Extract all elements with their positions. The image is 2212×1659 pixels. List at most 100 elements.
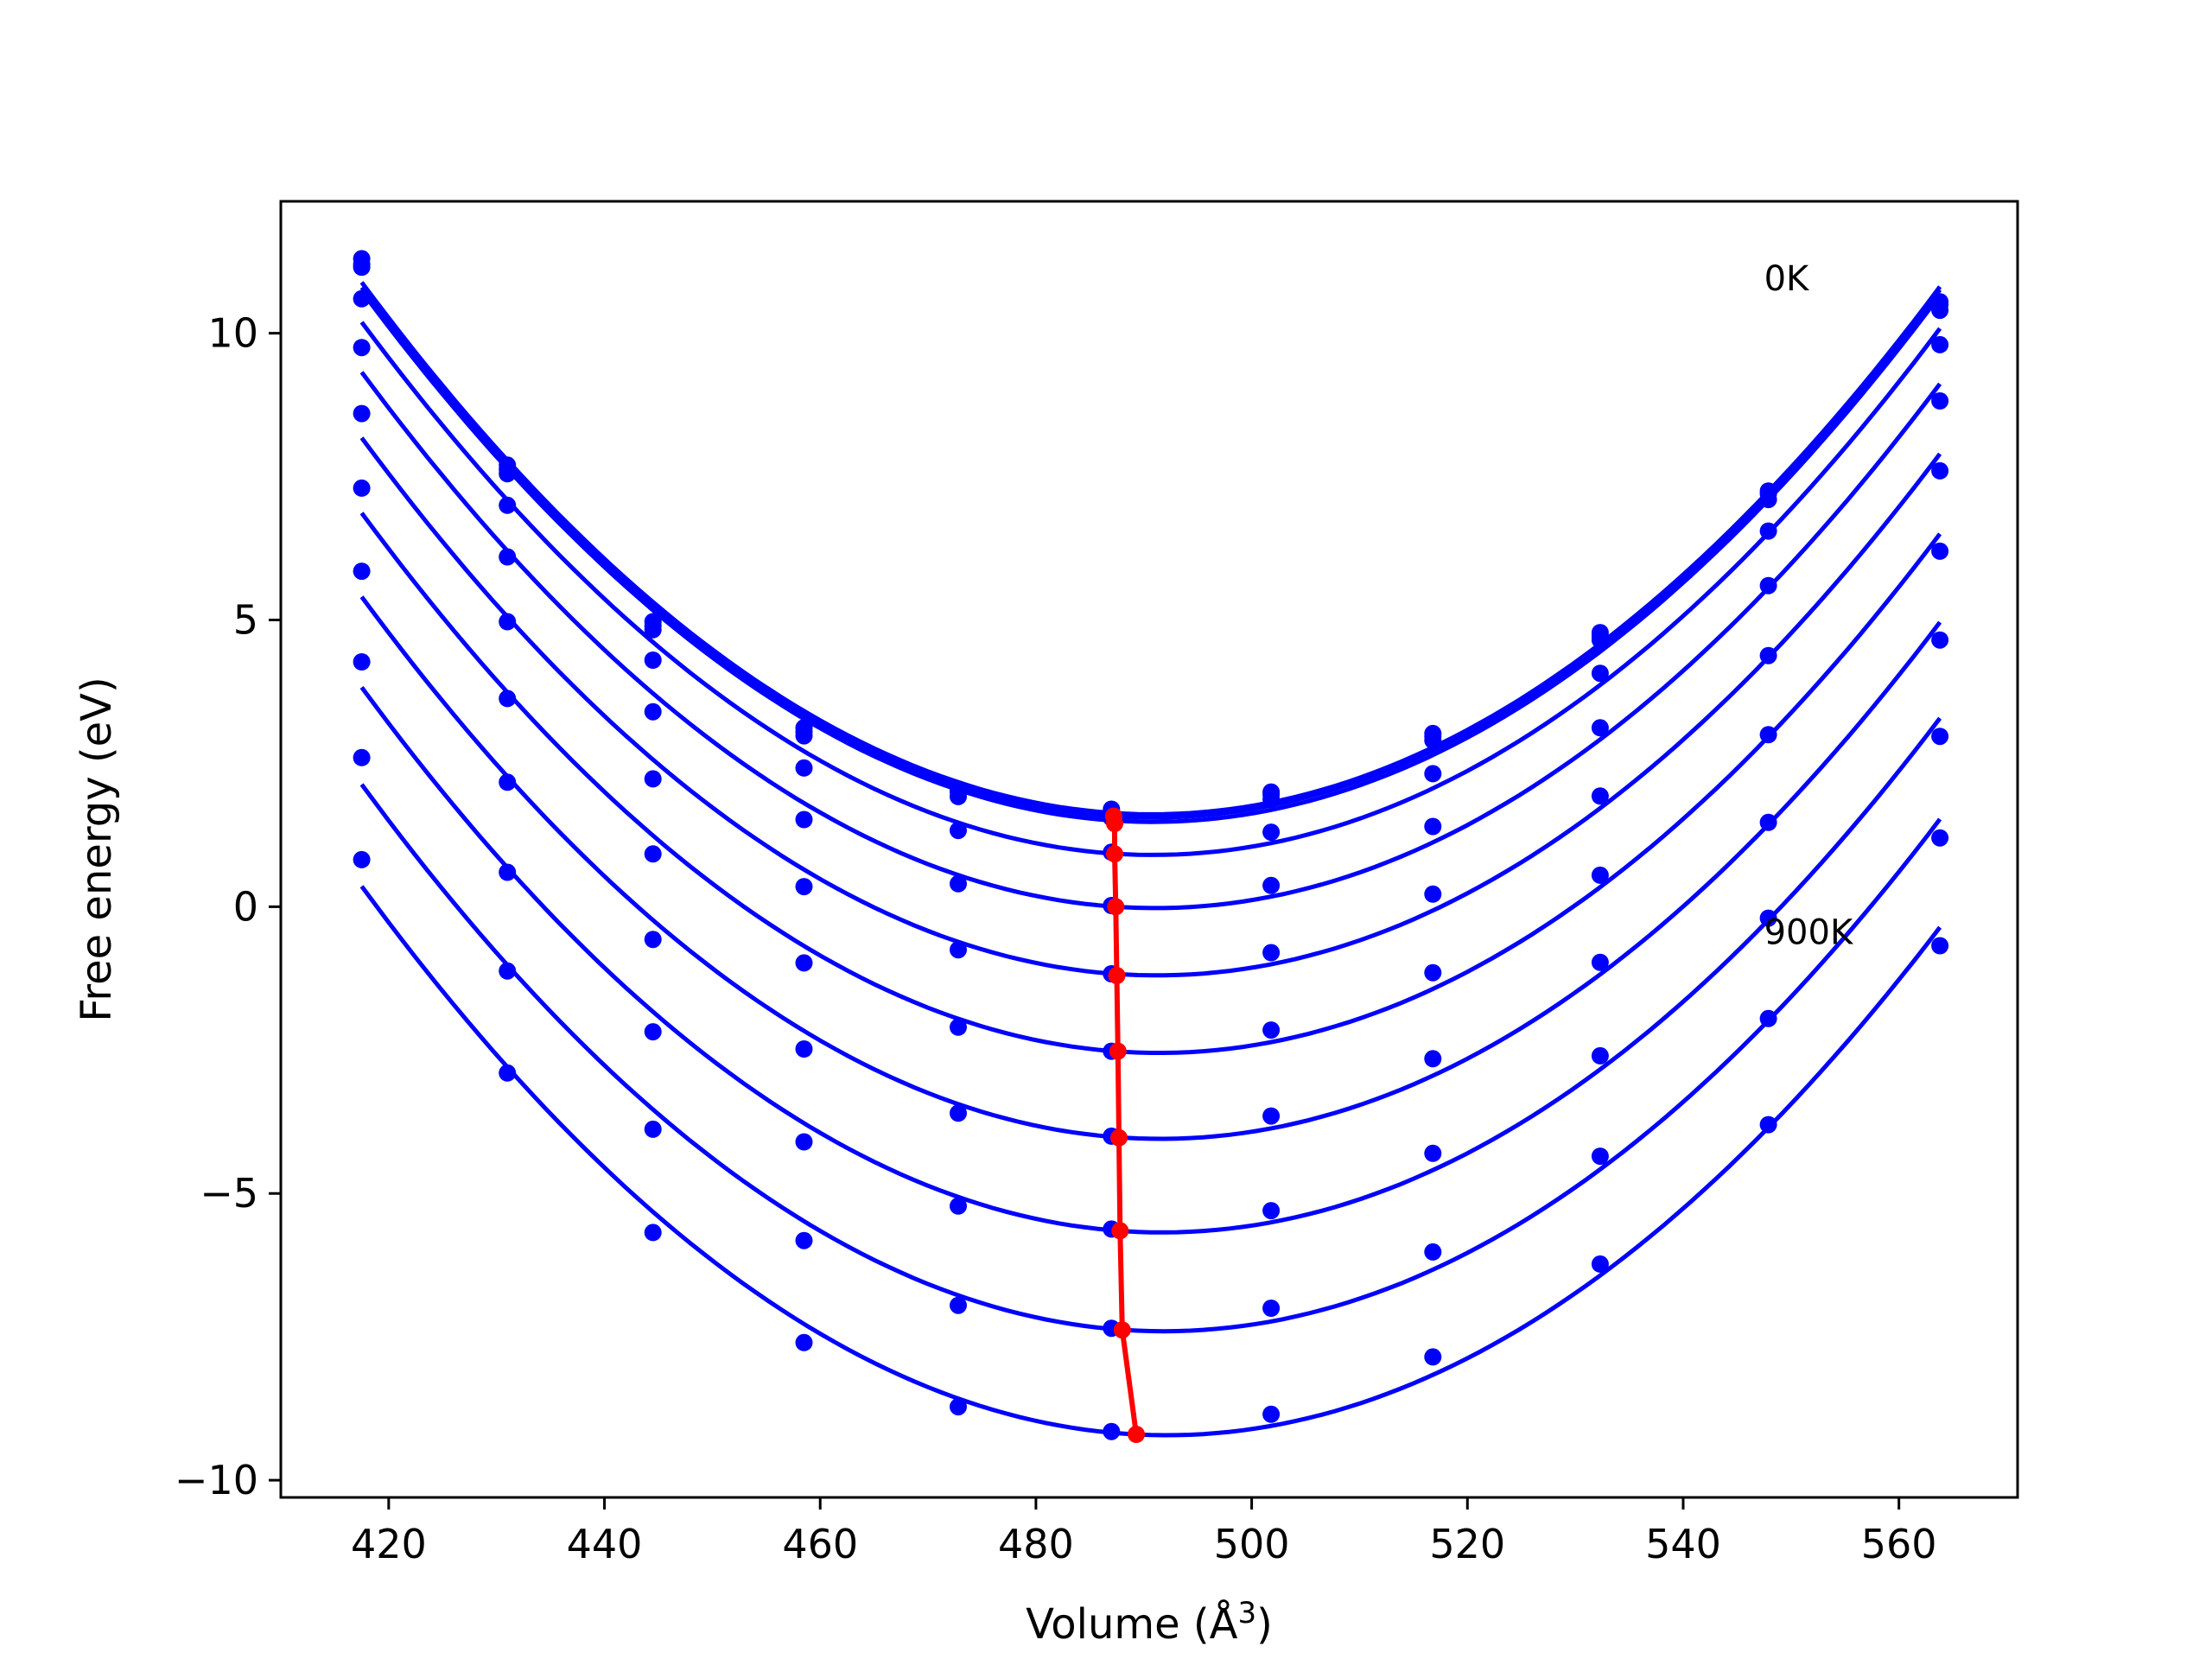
- data-point: [950, 787, 967, 805]
- x-axis-label: Volume (Å3): [1026, 1596, 1273, 1649]
- curve-3: [359, 321, 1942, 857]
- data-point: [950, 1018, 967, 1036]
- data-point: [1591, 1255, 1609, 1273]
- curves-layer: [359, 281, 1942, 1438]
- data-point: [1931, 392, 1949, 410]
- data-point: [1931, 335, 1949, 353]
- data-point: [1931, 829, 1949, 847]
- curve-10: [359, 885, 1942, 1438]
- y-tick-label: 5: [233, 597, 258, 644]
- data-point: [950, 941, 967, 959]
- data-point: [499, 613, 517, 631]
- data-point: [1759, 522, 1777, 540]
- curve-1: [359, 286, 1942, 820]
- minimum-point: [1108, 967, 1126, 984]
- data-point: [1424, 1050, 1442, 1068]
- data-point: [1262, 944, 1281, 962]
- data-point: [795, 954, 813, 972]
- data-point: [1591, 787, 1609, 805]
- y-axis-ticks: −10 −5 0 5 10: [175, 310, 281, 1503]
- data-point: [499, 863, 517, 881]
- data-point: [1591, 953, 1609, 971]
- data-point: [644, 652, 662, 669]
- data-point: [353, 479, 371, 497]
- annotation-0k: 0K: [1764, 259, 1810, 299]
- data-point: [1759, 909, 1777, 927]
- data-point: [499, 548, 517, 566]
- data-point: [1262, 1107, 1281, 1125]
- data-point: [644, 620, 662, 639]
- data-point: [499, 496, 517, 514]
- y-axis-label: Free energy (eV): [73, 677, 121, 1021]
- data-point: [644, 702, 662, 721]
- data-point: [1759, 1009, 1777, 1027]
- data-point: [795, 878, 813, 896]
- data-point: [950, 874, 967, 893]
- data-point: [795, 1231, 813, 1249]
- data-point: [950, 1296, 967, 1314]
- data-point: [1759, 491, 1777, 509]
- x-tick-label: 420: [351, 1521, 427, 1567]
- annotation-900k: 900K: [1764, 913, 1854, 953]
- data-point: [644, 845, 662, 863]
- y-tick-label: −5: [200, 1170, 258, 1217]
- data-point: [499, 773, 517, 791]
- data-point: [1262, 823, 1281, 842]
- minimum-point: [1113, 1321, 1131, 1339]
- data-point: [644, 1120, 662, 1138]
- minimum-point: [1110, 1128, 1128, 1147]
- x-tick-label: 560: [1861, 1521, 1937, 1567]
- data-point: [353, 404, 371, 423]
- data-point: [644, 1224, 662, 1242]
- data-point: [1591, 719, 1609, 737]
- data-point: [795, 1133, 813, 1151]
- data-point: [795, 727, 813, 745]
- minimum-point: [1128, 1426, 1145, 1443]
- data-point: [950, 1104, 967, 1122]
- x-tick-label: 440: [567, 1521, 643, 1567]
- curve-2: [359, 289, 1942, 824]
- data-point: [1931, 542, 1949, 560]
- data-point: [353, 850, 371, 868]
- data-point: [353, 748, 371, 766]
- plot-frame: [279, 200, 2019, 1499]
- data-point: [795, 1333, 813, 1351]
- data-point: [950, 1398, 967, 1416]
- data-point: [1424, 817, 1442, 836]
- data-point: [1424, 1144, 1442, 1162]
- x-tick-label: 460: [782, 1521, 858, 1567]
- data-point: [950, 1197, 967, 1215]
- data-point: [353, 289, 371, 308]
- curve-4: [359, 371, 1942, 911]
- data-point: [1262, 876, 1281, 894]
- curve-6: [359, 512, 1942, 1055]
- data-point: [1424, 1348, 1442, 1366]
- data-point: [353, 563, 371, 581]
- x-tick-label: 540: [1645, 1521, 1721, 1567]
- curve-5: [359, 436, 1942, 978]
- data-point: [1591, 866, 1609, 884]
- curve-7: [359, 595, 1942, 1141]
- data-point: [644, 1023, 662, 1041]
- y-tick-label: −10: [175, 1457, 258, 1503]
- data-point: [1931, 728, 1949, 746]
- x-tick-label: 520: [1429, 1521, 1505, 1567]
- x-tick-label: 500: [1214, 1521, 1290, 1567]
- data-point: [644, 931, 662, 949]
- y-tick-label: 0: [233, 883, 258, 930]
- data-point: [499, 465, 517, 483]
- minimum-point: [1111, 1222, 1129, 1240]
- data-point: [950, 822, 967, 840]
- data-point: [1931, 302, 1949, 320]
- data-point: [1591, 1147, 1609, 1166]
- data-point: [644, 770, 662, 788]
- data-point: [1591, 664, 1609, 683]
- minimum-point: [1106, 845, 1123, 863]
- data-point: [1424, 731, 1442, 749]
- data-point: [1591, 631, 1609, 649]
- y-tick-label: 10: [207, 310, 258, 357]
- data-point: [499, 1064, 517, 1082]
- x-tick-label: 480: [998, 1521, 1074, 1567]
- data-point: [1931, 937, 1949, 955]
